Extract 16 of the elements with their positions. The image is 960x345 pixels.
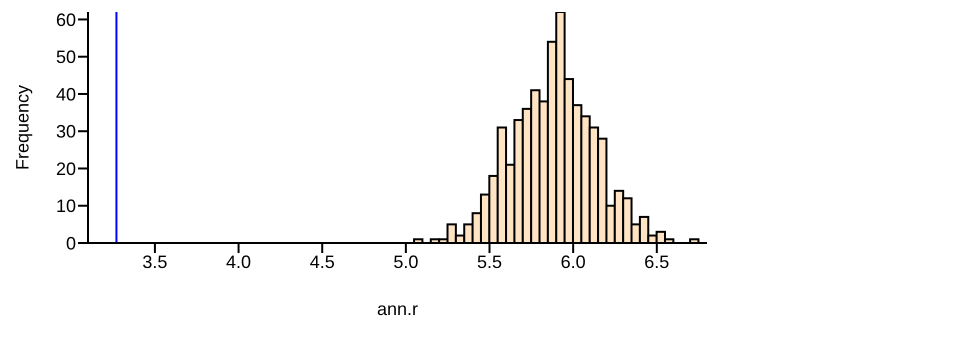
- x-axis-title: ann.r: [376, 299, 418, 319]
- x-tick-label: 3.5: [142, 252, 168, 272]
- x-tick-label: 4.0: [226, 252, 252, 272]
- x-tick-label: 4.5: [310, 252, 335, 272]
- y-tick-label: 50: [56, 47, 76, 68]
- x-tick-label: 5.0: [393, 252, 418, 272]
- x-tick-label: 6.0: [560, 252, 586, 272]
- y-axis-title: Frequency: [12, 84, 32, 170]
- y-tick-label: 0: [66, 233, 76, 254]
- y-tick-label: 40: [56, 84, 76, 104]
- y-tick-label: 60: [56, 10, 76, 30]
- y-tick-label: 30: [56, 122, 76, 142]
- x-tick-label: 5.5: [477, 252, 502, 272]
- y-tick-label: 20: [56, 158, 76, 179]
- y-tick-label: 10: [56, 196, 76, 216]
- x-tick-label: 6.5: [644, 252, 670, 272]
